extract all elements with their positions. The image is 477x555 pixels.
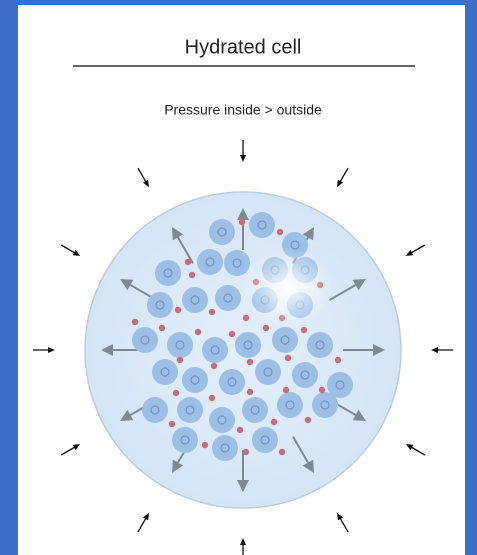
- water: [195, 329, 201, 335]
- molecule: [255, 359, 281, 385]
- molecule: [224, 250, 250, 276]
- molecule: [182, 287, 208, 313]
- molecule: [272, 327, 298, 353]
- water: [209, 309, 215, 315]
- molecule: [212, 435, 238, 461]
- molecule: [252, 427, 278, 453]
- water: [271, 419, 277, 425]
- molecule: [235, 332, 261, 358]
- water: [319, 387, 325, 393]
- water: [237, 427, 243, 433]
- water: [335, 357, 341, 363]
- page: Hydrated cell Pressure inside > outside: [0, 0, 477, 555]
- water: [185, 259, 191, 265]
- molecule: [152, 359, 178, 385]
- water: [301, 327, 307, 333]
- molecule: [167, 332, 193, 358]
- water: [169, 421, 175, 427]
- molecule: [292, 362, 318, 388]
- molecule: [155, 260, 181, 286]
- molecule: [209, 219, 235, 245]
- molecule: [177, 397, 203, 423]
- water: [177, 357, 183, 363]
- water: [243, 315, 249, 321]
- water: [159, 325, 165, 331]
- water: [279, 449, 285, 455]
- water: [229, 331, 235, 337]
- diagram: Hydrated cell Pressure inside > outside: [0, 0, 477, 555]
- water: [305, 417, 311, 423]
- molecule: [202, 337, 228, 363]
- molecule: [132, 327, 158, 353]
- water: [247, 389, 253, 395]
- molecule: [142, 397, 168, 423]
- water: [263, 325, 269, 331]
- water: [173, 390, 179, 396]
- molecule: [172, 427, 198, 453]
- water: [211, 363, 217, 369]
- molecule: [182, 367, 208, 393]
- water: [189, 272, 195, 278]
- molecule: [147, 292, 173, 318]
- molecule: [277, 392, 303, 418]
- water: [277, 229, 283, 235]
- water: [175, 307, 181, 313]
- highlight: [243, 248, 333, 328]
- molecule: [307, 332, 333, 358]
- molecule: [209, 407, 235, 433]
- title: Hydrated cell: [185, 36, 302, 58]
- molecule: [215, 285, 241, 311]
- water: [285, 355, 291, 361]
- water: [243, 449, 249, 455]
- molecule: [197, 249, 223, 275]
- water: [202, 442, 208, 448]
- water: [239, 219, 245, 225]
- subtitle: Pressure inside > outside: [164, 102, 322, 118]
- water: [247, 359, 253, 365]
- molecule: [219, 369, 245, 395]
- water: [283, 387, 289, 393]
- molecule: [249, 212, 275, 238]
- molecule: [312, 392, 338, 418]
- water: [209, 395, 215, 401]
- water: [132, 319, 138, 325]
- molecule: [242, 397, 268, 423]
